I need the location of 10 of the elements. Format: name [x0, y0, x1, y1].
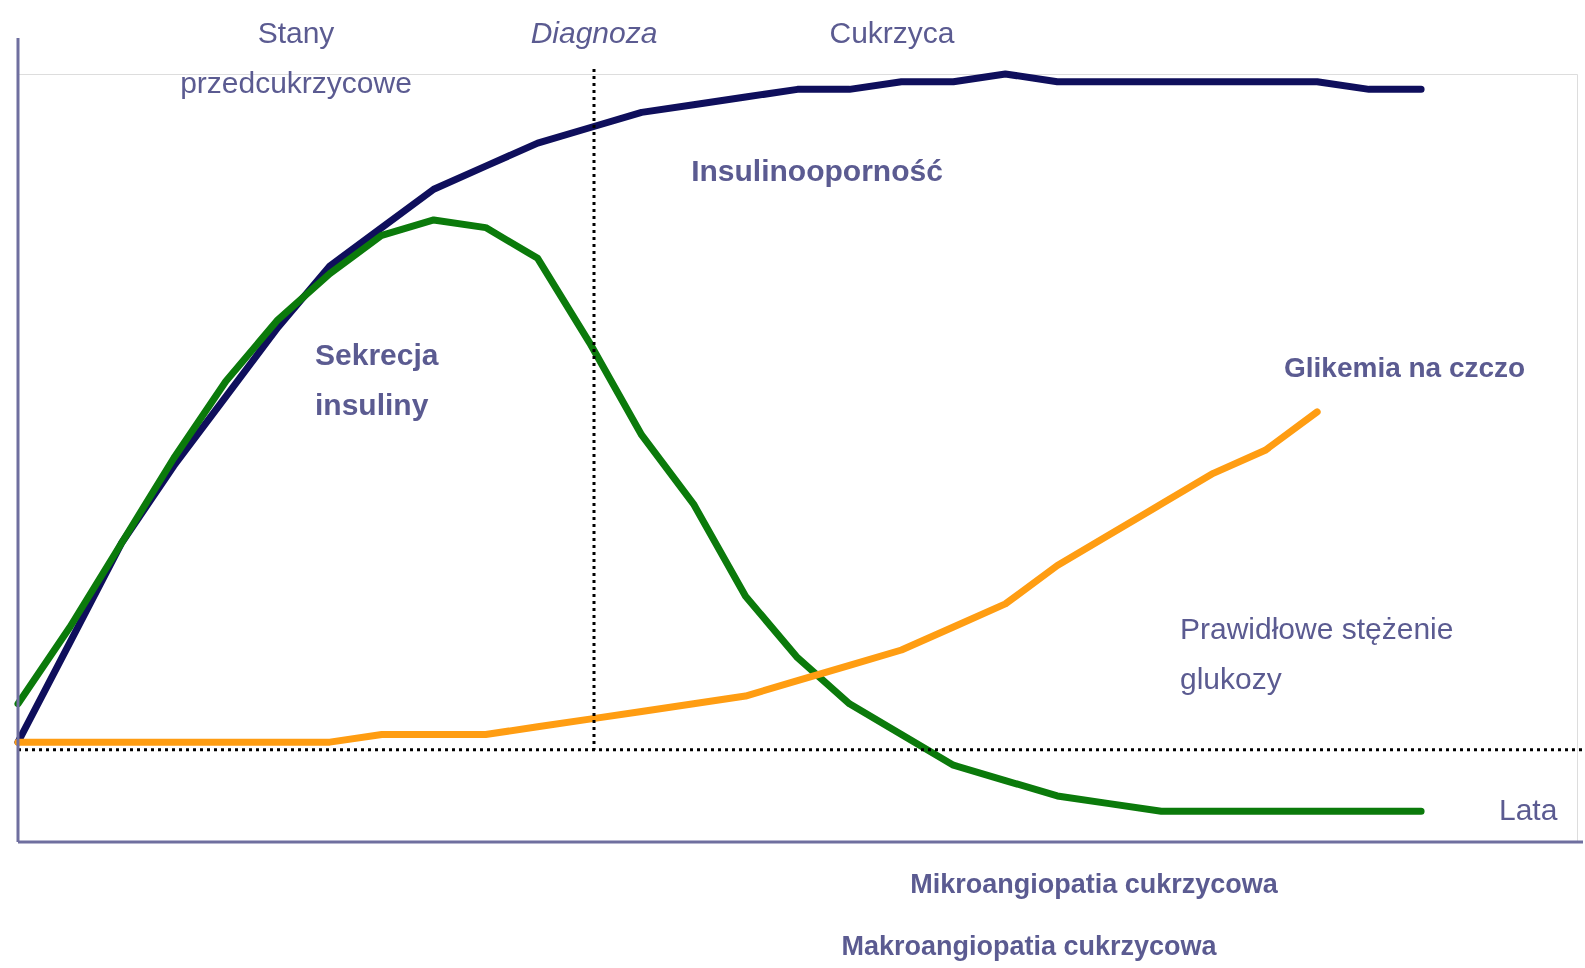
text: Diagnoza — [530, 16, 658, 49]
text: Makroangiopatia cukrzycowa — [841, 931, 1218, 961]
ref-line-label: Prawidłowe stężenie glukozy — [1180, 612, 1454, 695]
series-label: Glikemia na czczo — [1284, 352, 1526, 383]
series-label: Insulinooporność — [691, 154, 943, 187]
text: Cukrzyca — [829, 16, 955, 49]
x-axis-title: Lata — [1499, 793, 1558, 826]
annotation: Stany przedcukrzycowe — [180, 16, 412, 99]
series-label: Sekrecja insuliny — [315, 338, 439, 421]
text: Mikroangiopatia cukrzycowa — [910, 869, 1279, 899]
